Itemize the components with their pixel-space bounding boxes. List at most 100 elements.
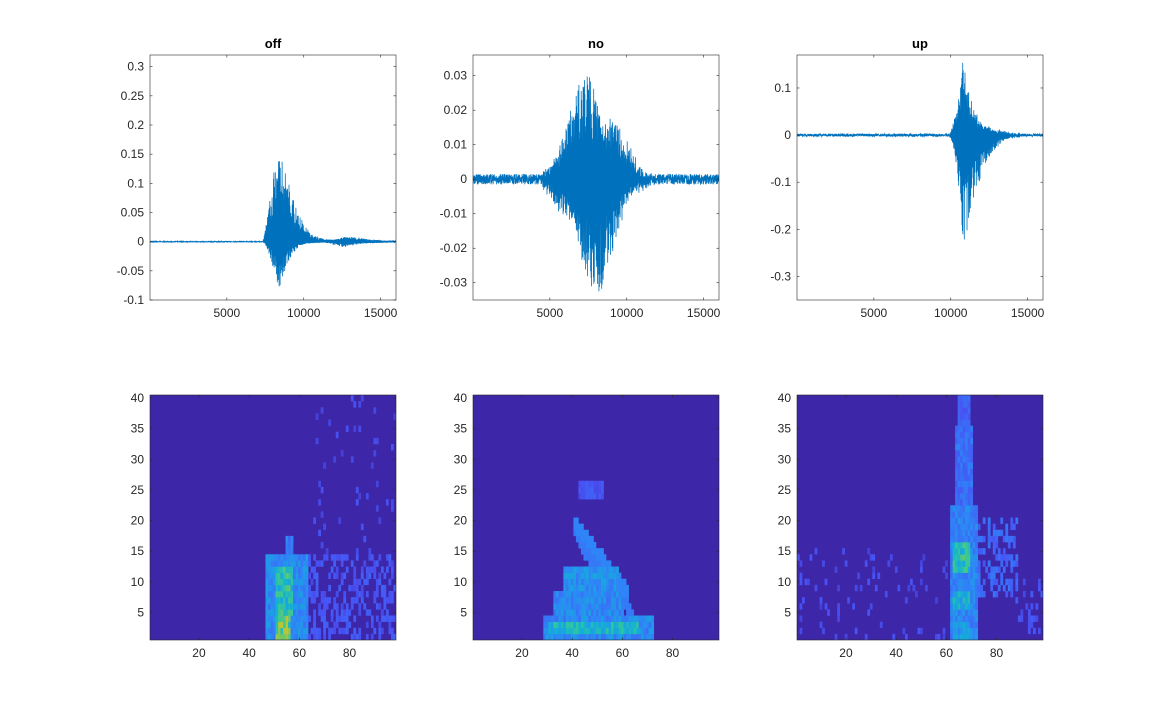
heatmap-cell xyxy=(1015,584,1019,592)
heatmap-cell xyxy=(897,584,901,592)
heatmap-cell xyxy=(380,584,384,592)
heatmap-cell xyxy=(633,633,637,640)
heatmap-cell xyxy=(288,542,291,549)
heatmap-cell xyxy=(960,572,963,580)
heatmap-cell xyxy=(333,627,337,635)
heatmap-cell xyxy=(957,456,961,463)
heatmap-cell xyxy=(962,633,966,640)
heatmap-cell xyxy=(280,560,284,567)
heatmap-cell xyxy=(967,486,971,494)
heatmap-cell xyxy=(965,401,968,408)
heatmap-cell xyxy=(967,431,971,439)
heatmap-cell xyxy=(550,615,554,622)
heatmap-cell xyxy=(975,615,979,622)
heatmap-cell xyxy=(621,591,624,598)
heatmap-cell xyxy=(590,548,594,555)
heatmap-cell xyxy=(611,621,614,629)
heatmap-cell xyxy=(573,633,577,640)
heatmap-cell xyxy=(573,621,577,629)
heatmap-cell xyxy=(603,609,607,616)
subplot-title: no xyxy=(588,36,604,51)
heatmap-cell xyxy=(323,597,327,604)
heatmap-cell xyxy=(646,621,650,629)
heatmap-cell xyxy=(957,462,961,469)
heatmap-cell xyxy=(1027,627,1031,635)
heatmap-cell xyxy=(593,486,597,494)
heatmap-cell xyxy=(904,633,908,640)
heatmap-cell xyxy=(363,578,367,586)
heatmap-cell xyxy=(967,529,971,537)
heatmap-cell xyxy=(970,462,974,469)
heatmap-cell xyxy=(267,621,271,629)
heatmap-cell xyxy=(864,633,868,640)
heatmap-cell xyxy=(588,542,592,549)
heatmap-cell xyxy=(992,535,996,543)
heatmap-cell xyxy=(972,548,976,555)
heatmap-cell xyxy=(606,615,609,622)
heatmap-cell xyxy=(970,444,974,451)
heatmap-cell xyxy=(601,554,604,561)
heatmap-cell xyxy=(338,584,342,592)
heatmap-cell xyxy=(613,572,617,580)
heatmap-cell xyxy=(960,425,963,433)
heatmap-cell xyxy=(363,603,367,610)
heatmap-cell xyxy=(568,615,572,622)
heatmap-cell xyxy=(970,450,974,457)
heatmap-cell xyxy=(957,560,961,567)
heatmap-cell xyxy=(869,554,873,561)
heatmap-cell xyxy=(952,535,956,543)
heatmap-cell xyxy=(570,615,574,622)
heatmap-cell xyxy=(608,584,612,592)
heatmap-cell xyxy=(864,560,868,567)
heatmap-cell xyxy=(385,566,389,573)
heatmap-cell xyxy=(960,542,963,549)
heatmap-cell xyxy=(583,633,587,640)
heatmap-cell xyxy=(583,578,587,586)
heatmap-cell xyxy=(1000,560,1004,567)
heatmap-cell xyxy=(283,597,286,604)
heatmap-cell xyxy=(590,542,594,549)
heatmap-cell xyxy=(601,584,604,592)
heatmap-cell xyxy=(585,542,589,549)
heatmap-cell xyxy=(575,523,579,531)
heatmap-cell xyxy=(340,572,344,580)
x-tick-label: 10000 xyxy=(287,306,321,320)
heatmap-cell xyxy=(315,633,319,640)
heatmap-cell xyxy=(295,597,299,604)
heatmap-cell xyxy=(273,554,276,561)
heatmap-cell xyxy=(548,633,552,640)
heatmap-cell xyxy=(965,505,968,512)
heatmap-cell xyxy=(962,395,966,402)
heatmap-cell xyxy=(992,572,996,580)
heatmap-cell xyxy=(957,486,961,494)
heatmap-cell xyxy=(368,609,372,616)
heatmap-cell xyxy=(378,572,382,580)
heatmap-cell xyxy=(558,615,562,622)
heatmap-cell xyxy=(293,615,296,622)
heatmap-cell xyxy=(606,591,609,598)
heatmap-cell xyxy=(952,517,956,524)
heatmap-cell xyxy=(972,584,976,592)
heatmap-cell xyxy=(390,591,394,598)
heatmap-cell xyxy=(950,621,953,629)
heatmap-cell xyxy=(365,621,369,629)
heatmap-cell xyxy=(651,633,655,640)
heatmap-cell xyxy=(955,591,958,598)
heatmap-cell xyxy=(616,591,619,598)
x-tick-label: 40 xyxy=(565,646,579,660)
heatmap-cell xyxy=(598,486,602,494)
heatmap-cell xyxy=(588,621,592,629)
heatmap-cell xyxy=(335,572,339,580)
heatmap-cell xyxy=(295,591,299,598)
heatmap-cell xyxy=(280,554,284,561)
heatmap-cell xyxy=(300,584,304,592)
heatmap-cell xyxy=(837,584,840,592)
heatmap-cell xyxy=(957,615,961,622)
y-tick-label: 35 xyxy=(454,422,468,436)
heatmap-cell xyxy=(889,554,893,561)
heatmap-cell xyxy=(957,431,961,439)
heatmap-cell xyxy=(305,584,309,592)
heatmap-cell xyxy=(330,566,334,573)
heatmap-cell xyxy=(965,486,968,494)
heatmap-cell xyxy=(613,609,617,616)
